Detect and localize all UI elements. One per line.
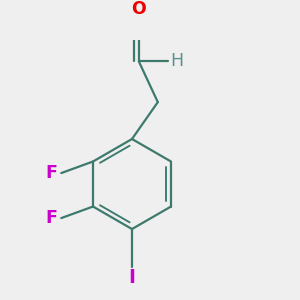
Text: O: O <box>131 0 146 18</box>
Text: H: H <box>170 52 184 70</box>
Text: F: F <box>46 164 57 182</box>
Text: I: I <box>128 268 136 286</box>
Text: F: F <box>46 209 57 227</box>
